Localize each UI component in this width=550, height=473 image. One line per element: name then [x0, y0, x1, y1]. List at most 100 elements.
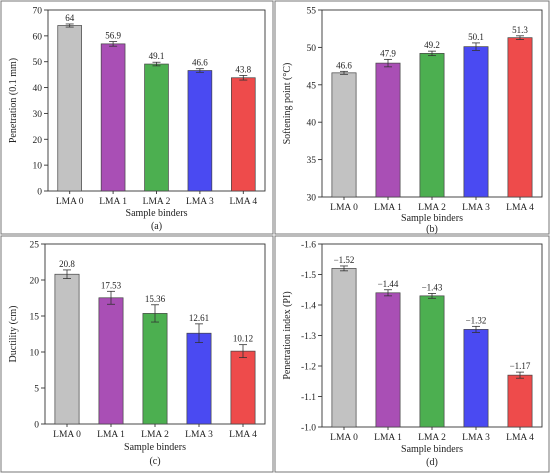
x-axis-label: Sample binders: [401, 444, 463, 455]
y-tick-label: -1.5: [301, 271, 316, 281]
x-tick-label: LMA 1: [97, 430, 125, 440]
y-tick-label: 70: [33, 7, 43, 17]
panel-frame-d: [274, 235, 550, 473]
x-tick-label: LMA 4: [506, 433, 534, 443]
y-tick-label: 45: [307, 81, 317, 91]
panel-label: (d): [426, 457, 438, 468]
panel-frame-b: [274, 0, 550, 235]
data-label: 47.9: [380, 48, 396, 58]
bar: [375, 62, 401, 198]
x-tick-label: LMA 1: [374, 203, 402, 213]
y-tick-label: -1.6: [301, 241, 316, 251]
y-tick-label: 0: [34, 421, 39, 431]
data-label: −1.17: [510, 361, 531, 371]
bar: [463, 329, 489, 428]
y-tick-label: 20: [33, 136, 43, 146]
y-tick-label: 30: [307, 194, 317, 204]
bar: [331, 268, 357, 428]
bar: [187, 70, 213, 192]
bar: [463, 46, 489, 198]
x-tick-label: LMA 3: [462, 203, 490, 213]
y-tick-label: 55: [307, 7, 317, 17]
bar: [419, 53, 445, 198]
y-axis-label: Penetration (0.1 mm): [8, 58, 19, 143]
data-label: 46.6: [336, 60, 352, 70]
x-axis-label: Sample binders: [124, 442, 186, 453]
panel-frame-a: [0, 0, 274, 235]
data-label: 56.9: [105, 31, 121, 41]
chart-softening-point: 30 35 40 45 50 55 Softening point (°C) 46.6 LMA …: [282, 7, 543, 235]
x-tick-label: LMA 2: [418, 433, 446, 443]
bar: [230, 350, 256, 425]
data-label: 20.8: [59, 259, 75, 269]
data-label: 46.6: [192, 58, 208, 68]
y-tick-label: 40: [307, 119, 317, 129]
data-label: 43.8: [235, 64, 251, 74]
y-tick-label: -1.3: [301, 332, 316, 342]
bar: [57, 25, 82, 192]
panel-frame-c: [0, 235, 274, 473]
x-tick-label: LMA 0: [330, 203, 358, 213]
panel-label: (c): [149, 456, 160, 467]
y-tick-label: 40: [33, 84, 43, 94]
y-tick-label: -1.0: [301, 424, 316, 434]
bar: [331, 72, 357, 198]
data-label: 10.12: [233, 334, 253, 344]
y-tick-label: -1.4: [301, 302, 316, 312]
y-tick-label: 20: [30, 277, 40, 287]
x-tick-label: LMA 4: [506, 203, 534, 213]
data-label: 64: [65, 13, 75, 23]
y-tick-label: -1.2: [301, 363, 316, 373]
chart-penetration: 0 10 20 30 40 50 60 70 Penetration (0.1 mm) 64 LMA…: [8, 7, 266, 232]
bar: [54, 273, 80, 425]
data-label: 15.36: [145, 294, 166, 304]
x-tick-label: LMA 0: [56, 197, 84, 207]
x-tick-label: LMA 3: [462, 433, 490, 443]
y-tick-label: 10: [33, 162, 43, 172]
x-tick-label: LMA 4: [229, 197, 257, 207]
panel-label: (a): [151, 221, 162, 232]
y-tick-label: 35: [307, 156, 317, 166]
x-axis-label: Sample binders: [401, 213, 463, 224]
bar: [419, 295, 445, 428]
y-axis-label: Ductility (cm): [8, 306, 19, 363]
x-tick-label: LMA 2: [141, 430, 169, 440]
bar: [375, 292, 401, 428]
x-tick-label: LMA 0: [330, 433, 358, 443]
y-tick-label: 50: [33, 58, 43, 68]
data-label: 50.1: [468, 32, 484, 42]
y-tick-label: 0: [37, 188, 42, 198]
x-tick-label: LMA 3: [186, 197, 214, 207]
panel-label: (b): [426, 224, 438, 235]
bar: [507, 374, 533, 428]
x-tick-label: LMA 2: [418, 203, 446, 213]
bar: [231, 77, 256, 192]
chart-ductility: 0 5 10 15 20 25 Ductility (cm) 20.8 LMA 0 17.53 LM…: [8, 241, 266, 467]
bar: [144, 63, 169, 192]
y-tick-label: 10: [30, 349, 40, 359]
y-tick-label: 25: [30, 241, 40, 251]
data-label: −1.52: [334, 255, 355, 265]
y-axis-label: Softening point (°C): [282, 63, 293, 145]
y-tick-label: 50: [307, 44, 317, 54]
data-label: 12.61: [189, 313, 209, 323]
x-tick-label: LMA 3: [185, 430, 213, 440]
bar: [142, 313, 168, 425]
data-label: 51.3: [512, 25, 528, 35]
y-tick-label: 60: [33, 32, 43, 42]
x-tick-label: LMA 2: [143, 197, 171, 207]
x-tick-label: LMA 1: [99, 197, 127, 207]
bar: [100, 43, 126, 192]
data-label: −1.32: [466, 315, 487, 325]
y-tick-label: -1.1: [301, 393, 316, 403]
bar: [186, 332, 212, 425]
x-axis-label: Sample binders: [126, 208, 188, 219]
y-tick-label: 30: [33, 110, 43, 120]
x-tick-label: LMA 4: [229, 430, 257, 440]
y-tick-label: 15: [30, 313, 40, 323]
chart-penetration-index: -1.0 -1.1 -1.2 -1.3 -1.4 -1.5 -1.6 Penetration …: [282, 241, 543, 468]
y-axis-label: Penetration index (PI): [282, 291, 293, 379]
bar: [98, 297, 124, 425]
data-label: 17.53: [101, 280, 122, 290]
